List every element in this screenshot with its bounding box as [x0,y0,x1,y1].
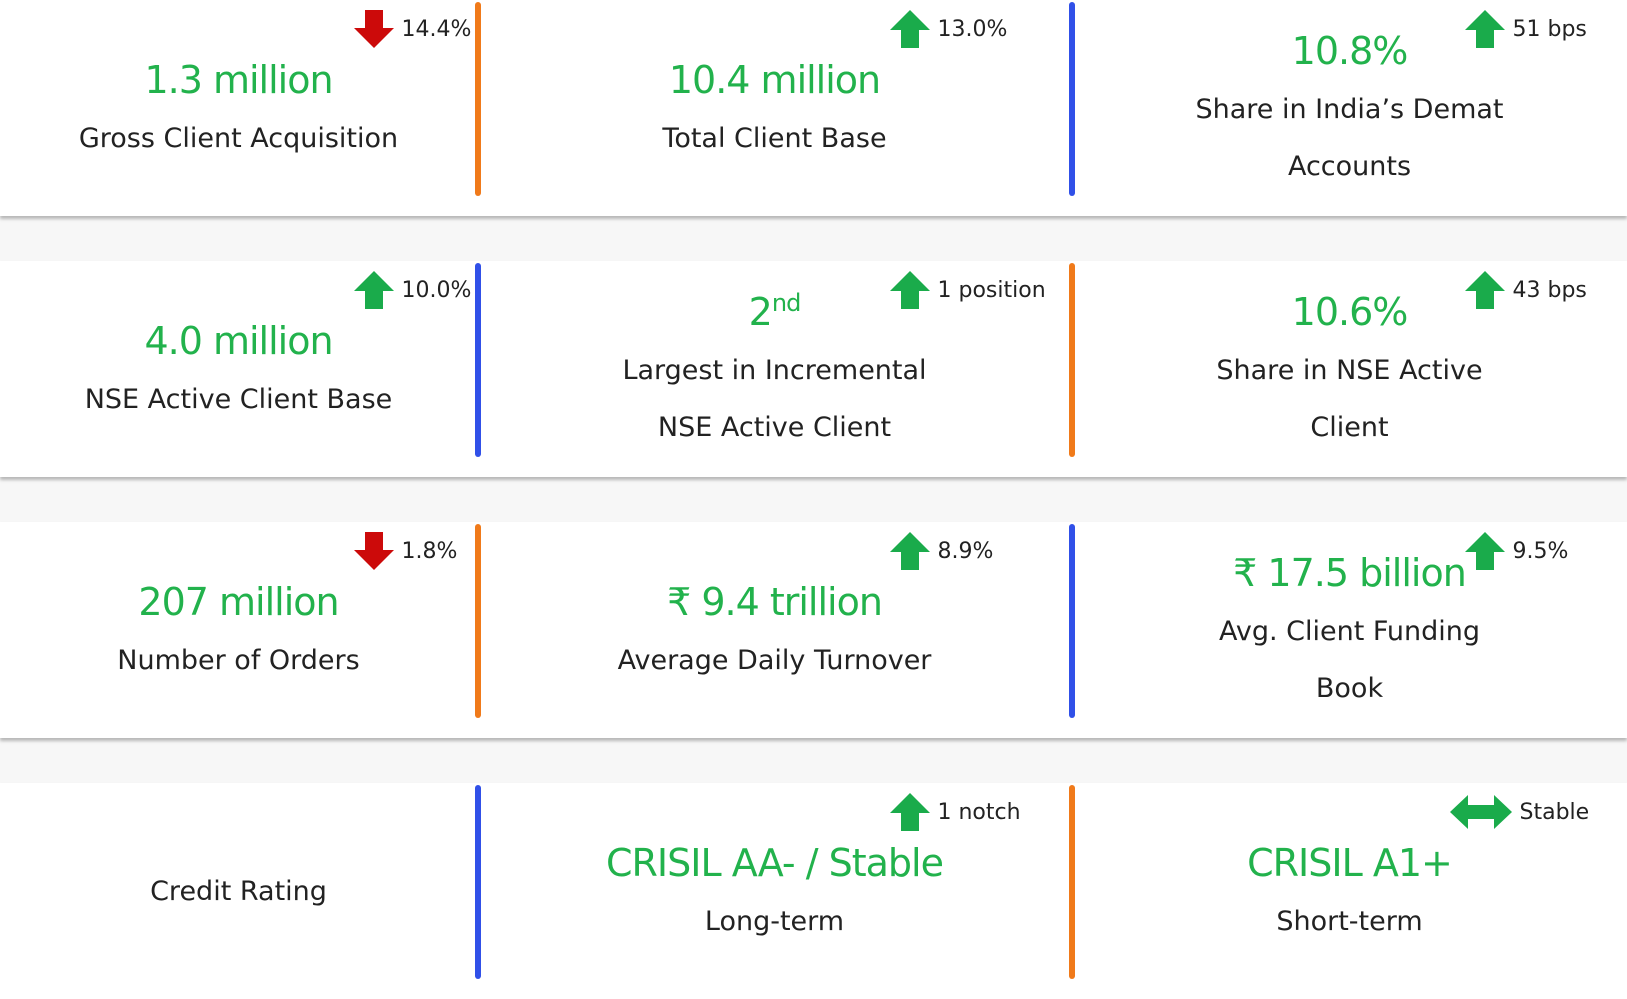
change-text: 51 bps [1512,16,1587,42]
divider [475,524,481,718]
change-text: 9.5% [1512,538,1569,564]
kpi-change: 13.0% [889,10,1008,48]
divider [1069,263,1075,457]
kpi-row: Credit Rating CRISIL AA- / Stable Long-ter… [0,783,1627,999]
kpi-change: 51 bps [1464,10,1587,48]
change-arrow [353,532,394,570]
kpi-value-text: ₹ 9.4 trillion [667,579,883,624]
divider [475,263,481,457]
change-arrow [889,532,930,570]
change-arrow [1464,10,1505,48]
kpi-label: Number of Orders [117,644,360,676]
change-arrow [1449,795,1512,829]
kpi-value-text: 1.3 million [144,57,333,102]
change-arrow [353,271,394,309]
kpi-value: 4.0 million [144,311,333,371]
kpi-cell: 10.4 million Total Client Base [477,0,1072,216]
divider [475,785,481,979]
kpi-value: 1.3 million [144,50,333,110]
change-text: 1 notch [937,799,1021,825]
kpi-change: 9.5% [1464,532,1569,570]
kpi-value-text: 2 [748,290,773,334]
kpi-value: CRISIL AA- / Stable [606,833,944,893]
kpi-cell: CRISIL AA- / Stable Long-term [477,783,1072,999]
kpi-label: Long-term [704,905,845,937]
divider [1069,2,1075,196]
kpi-value-text: 4.0 million [144,318,333,363]
kpi-row: 4.0 million NSE Active Client Base 10.0% 2n… [0,261,1627,477]
kpi-value-text: 207 million [138,579,339,624]
divider [1069,524,1075,718]
change-text: 43 bps [1512,277,1587,303]
change-text: 1.8% [401,538,458,564]
kpi-change: 43 bps [1464,271,1587,309]
kpi-value: 2nd [748,282,802,342]
kpi-change: 1 notch [889,793,1021,831]
kpi-change: 1.8% [353,532,458,570]
kpi-value-text: CRISIL A1+ [1247,840,1453,885]
change-arrow [889,10,930,48]
kpi-cell: 10.8% Share in India’s Demat Accounts [1072,0,1627,216]
kpi-value: 10.8% [1291,21,1409,81]
change-text: 14.4% [401,16,472,42]
kpi-cell: CRISIL A1+ Short-term [1072,783,1627,999]
change-text: 13.0% [937,16,1008,42]
kpi-cell: Credit Rating [0,783,477,999]
divider [1069,785,1075,979]
kpi-value: 207 million [138,572,339,632]
change-arrow [353,10,394,48]
change-text: Stable [1519,799,1590,825]
kpi-label: Avg. Client Funding Book [1218,616,1481,704]
kpi-cell: 2nd Largest in Incremental NSE Active Cli… [477,261,1072,477]
kpi-row: 1.3 million Gross Client Acquisition 14.4%… [0,0,1627,216]
kpi-label: Credit Rating [150,875,327,907]
kpi-value: ₹ 17.5 billion [1233,543,1467,603]
kpi-value: 10.6% [1291,282,1409,342]
kpi-cell: 10.6% Share in NSE Active Client [1072,261,1627,477]
change-text: 1 position [937,277,1046,303]
kpi-row: 207 million Number of Orders 1.8% ₹ 9.4 tri… [0,522,1627,738]
change-arrow [889,271,930,309]
kpi-change: 8.9% [889,532,994,570]
kpi-cell: 207 million Number of Orders [0,522,477,738]
kpi-cell: 1.3 million Gross Client Acquisition [0,0,477,216]
kpi-label: Average Daily Turnover [617,644,932,676]
page: 1.3 million Gross Client Acquisition 14.4%… [0,0,1627,979]
kpi-label: Share in NSE Active Client [1216,355,1483,443]
kpi-label: Total Client Base [662,122,887,154]
kpi-change: 14.4% [353,10,472,48]
kpi-label: Share in India’s Demat Accounts [1195,94,1504,182]
kpi-change: 1 position [889,271,1046,309]
kpi-value-sup: nd [771,289,801,317]
kpi-value-text: 10.4 million [668,57,881,102]
change-arrow [1464,532,1505,570]
kpi-change: Stable [1449,793,1590,831]
kpi-cell: ₹ 9.4 trillion Average Daily Turnover [477,522,1072,738]
divider [475,2,481,196]
kpi-value: 10.4 million [668,50,881,110]
kpi-value-text: 10.8% [1291,29,1409,73]
change-text: 8.9% [937,538,994,564]
kpi-value: CRISIL A1+ [1247,833,1453,893]
kpi-label: Largest in Incremental NSE Active Client [622,355,927,443]
change-arrow [889,793,930,831]
kpi-label: NSE Active Client Base [84,383,393,415]
kpi-value: ₹ 9.4 trillion [667,572,883,632]
kpi-label: Short-term [1276,905,1423,937]
change-arrow [1464,271,1505,309]
kpi-value-text: 10.6% [1291,290,1409,334]
kpi-cell: 4.0 million NSE Active Client Base [0,261,477,477]
kpi-value-text: CRISIL AA- / Stable [606,840,944,885]
kpi-value-text: ₹ 17.5 billion [1233,551,1467,595]
kpi-cell: ₹ 17.5 billion Avg. Client Funding Book [1072,522,1627,738]
kpi-label: Gross Client Acquisition [78,122,399,154]
change-text: 10.0% [401,277,472,303]
kpi-change: 10.0% [353,271,472,309]
